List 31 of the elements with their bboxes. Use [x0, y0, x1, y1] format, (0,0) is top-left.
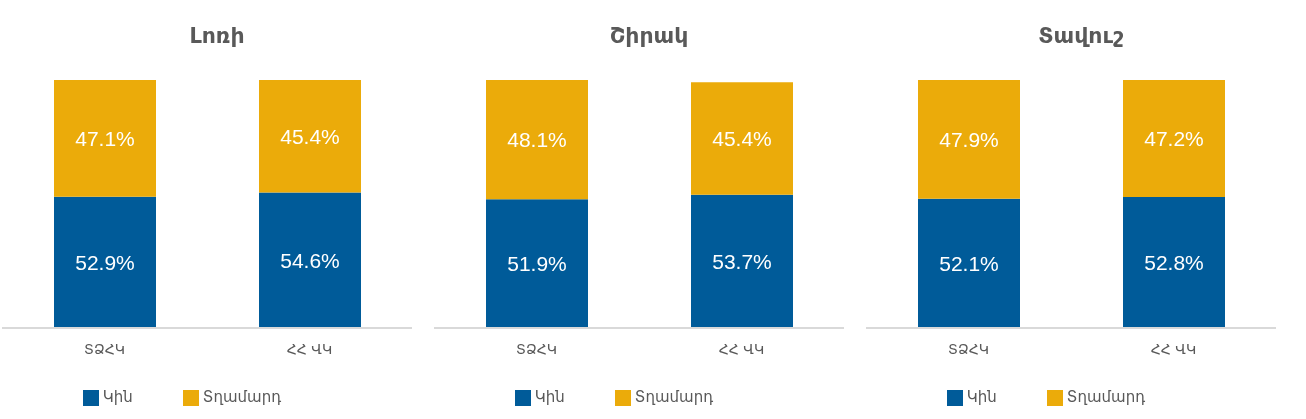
data-label: 54.6% — [280, 248, 340, 272]
data-label: 53.7% — [712, 249, 772, 273]
data-label: 47.1% — [75, 126, 135, 150]
x-tick-label: ՀՀ ՎԿ — [286, 340, 333, 357]
bar — [691, 194, 793, 328]
legend-label: Կին — [966, 388, 997, 406]
x-tick-label: ՏՁՀԿ — [516, 340, 557, 357]
legend-label: Տղամարդ — [1066, 388, 1146, 406]
data-label: 47.9% — [939, 127, 999, 151]
data-label: 51.9% — [507, 252, 567, 276]
chart-title: Լոռի — [188, 22, 246, 50]
x-tick-label: ՀՀ ՎԿ — [718, 340, 765, 357]
data-label: 48.1% — [507, 128, 567, 152]
chart-title: Տավուշ — [1037, 22, 1125, 50]
data-label: 52.1% — [939, 251, 999, 275]
bar — [486, 199, 588, 328]
x-tick-label: ՏՁՀԿ — [84, 340, 125, 357]
data-label: 45.4% — [712, 126, 772, 150]
data-label: 52.9% — [75, 250, 135, 274]
data-label: 47.2% — [1144, 126, 1204, 150]
legend-label: Տղամարդ — [634, 388, 714, 406]
legend-label: Կին — [102, 388, 133, 406]
bar — [691, 82, 793, 195]
legend-label: Կին — [534, 388, 565, 406]
x-tick-label: ՀՀ ՎԿ — [1150, 340, 1197, 357]
data-label: 45.4% — [280, 124, 340, 148]
chart-title: Շիրակ — [608, 22, 690, 50]
x-tick-label: ՏՁՀԿ — [948, 340, 989, 357]
data-label: 52.8% — [1144, 250, 1204, 274]
bar — [486, 80, 588, 200]
legend-label: Տղամարդ — [202, 388, 282, 406]
